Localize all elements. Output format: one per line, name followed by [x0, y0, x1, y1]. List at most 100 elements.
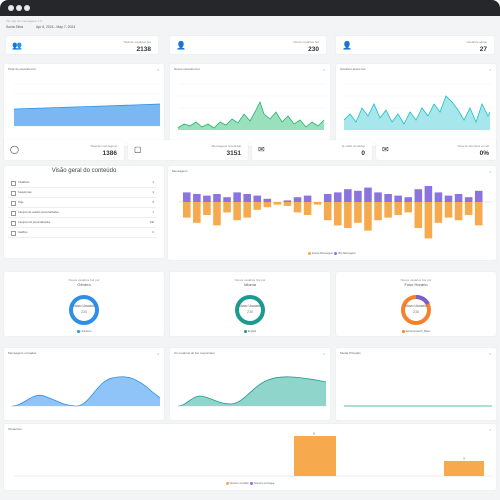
gender-donut — [69, 295, 99, 325]
bar-send-message — [313, 202, 322, 205]
checkbox-icon — [11, 211, 16, 216]
donut-legend: Etc/Greenwich_Mean — [336, 330, 496, 333]
gender-donut-card: Novos usuários bot por Gênero Novo Usuár… — [4, 272, 164, 336]
bar-bot-message — [474, 190, 483, 202]
expand-icon[interactable]: ≡ — [489, 428, 491, 432]
donut-legend: Unknown — [4, 330, 164, 333]
stat-card-emails-sent: ✉ E-mails enviados 0 — [252, 140, 372, 160]
content-overview-panel: Visão geral do conteúdo Chatflows 4 Sequ… — [4, 166, 164, 258]
bar-send-message — [334, 202, 342, 226]
envelope-open-icon: ✉ — [382, 145, 389, 154]
legend-swatch-icon — [225, 482, 229, 485]
donut-inner-value: 230 — [247, 310, 253, 314]
messages-sent-plot — [11, 376, 161, 407]
overview-row[interactable]: Campos de usuário personalizados 1 — [8, 208, 156, 218]
bar-bot-message — [303, 195, 312, 202]
bar-send-message — [374, 202, 382, 221]
bar-bot-message — [404, 197, 413, 202]
overview-row[interactable]: Sequências 3 — [8, 188, 156, 198]
bar-bot-message — [394, 195, 402, 202]
bar-bot-message — [364, 187, 372, 202]
stat-card-new-users: 👤 Novos usuários bot 230 — [170, 36, 326, 54]
checkbox-icon — [11, 181, 16, 186]
timezone-donut — [401, 295, 431, 325]
window-dot-icon[interactable] — [16, 5, 22, 11]
expand-icon[interactable]: ≡ — [323, 352, 325, 356]
donut-title: Novos usuários bot por — [234, 278, 266, 282]
bar-send-message — [384, 202, 392, 218]
broadcasts-plot — [344, 405, 492, 407]
size-bar-label: 8 — [313, 432, 315, 436]
size-bar — [444, 461, 484, 476]
stat-value: 2138 — [136, 46, 151, 53]
checkbox-icon — [11, 221, 16, 226]
donut-name: Gênero — [77, 282, 91, 287]
bar-send-message — [444, 202, 453, 218]
new-users-chart: Novos usuários bot ≡ — [170, 64, 330, 146]
stat-card-total-users: 👥 Total de usuários bot 2138 — [6, 36, 158, 54]
window-dot-icon[interactable] — [24, 5, 30, 11]
bar-bot-message — [233, 192, 241, 202]
bar-bot-message — [203, 195, 211, 202]
expand-icon[interactable]: ≡ — [489, 352, 491, 356]
bar-bot-message — [464, 197, 473, 202]
bar-bot-message — [414, 189, 423, 202]
overview-row[interactable]: Gatilhos 0 — [8, 228, 156, 238]
stat-value: 0 — [361, 150, 365, 157]
overview-row[interactable]: Chatflows 4 — [8, 178, 156, 188]
expand-icon[interactable]: ≡ — [489, 68, 491, 72]
bar-send-message — [293, 202, 302, 213]
users-icon: 👥 — [12, 41, 22, 50]
bar-bot-message — [424, 186, 433, 202]
bar-send-message — [424, 202, 433, 239]
bot-selector[interactable]: Sonia Silva — [6, 25, 23, 29]
bar-bot-message — [183, 192, 191, 202]
broadcasts-chart: Media Privados ≡ — [336, 348, 496, 420]
stat-value: 230 — [308, 46, 319, 53]
chart-title: Tamanhos — [8, 427, 22, 431]
stat-value: 27 — [479, 46, 487, 53]
active-users-plot — [343, 83, 492, 130]
bar-send-message — [344, 202, 352, 228]
stat-label: Mensagens recebidas — [211, 144, 241, 148]
bar-send-message — [454, 202, 463, 221]
overview-row[interactable]: Campos bot personalizados 146 — [8, 218, 156, 228]
window-titlebar — [0, 0, 500, 16]
legend-swatch-icon — [250, 482, 254, 485]
bar-send-message — [213, 202, 221, 226]
donut-inner-label: Novo Usuário — [239, 304, 261, 308]
responders-chart: Os usuários do bot respondem ≡ — [170, 348, 330, 420]
date-range-picker[interactable]: Apr 8, 2024 - May 7, 2024 — [36, 25, 76, 29]
stat-value: 1386 — [102, 150, 117, 157]
overview-title: Visão geral do conteúdo — [51, 168, 117, 174]
bar-send-message — [354, 202, 362, 223]
checkbox-icon — [11, 201, 16, 206]
donut-inner-value: 230 — [81, 310, 87, 314]
sizes-legend: Número enviado Número entregue — [4, 482, 496, 485]
bar-bot-message — [384, 194, 392, 202]
chart-title: Mensagens enviadas — [8, 351, 37, 355]
bar-send-message — [464, 202, 473, 215]
bar-bot-message — [293, 197, 302, 202]
donut-legend: English — [170, 330, 330, 333]
chart-title: Media Privados — [340, 351, 361, 355]
expand-icon[interactable]: ≡ — [323, 68, 325, 72]
message-square-icon: ▢ — [134, 145, 142, 154]
sizes-plot: 83 — [14, 432, 492, 477]
expand-icon[interactable]: ≡ — [157, 68, 159, 72]
total-users-plot — [13, 83, 161, 127]
responders-plot — [177, 376, 327, 407]
bar-bot-message — [193, 194, 201, 202]
overview-row[interactable]: Tags 5 — [8, 198, 156, 208]
size-bar — [294, 436, 336, 476]
bar-send-message — [434, 202, 443, 223]
bar-bot-message — [444, 195, 453, 202]
bar-send-message — [193, 202, 201, 223]
stat-label: E-mails enviados — [342, 144, 365, 148]
donut-inner-value: 230 — [413, 310, 419, 314]
app-version: Ver app de mensagens 1.0 — [6, 19, 42, 23]
expand-icon[interactable]: ≡ — [489, 170, 491, 174]
window-dot-icon[interactable] — [8, 5, 14, 11]
expand-icon[interactable]: ≡ — [157, 352, 159, 356]
bar-bot-message — [213, 194, 221, 202]
